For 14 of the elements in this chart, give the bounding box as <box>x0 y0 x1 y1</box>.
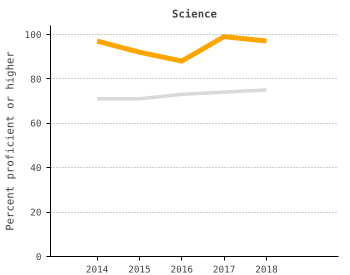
x-tick-label: 2017 <box>212 264 236 275</box>
chart-title: Science <box>172 8 217 20</box>
y-tick-label: 0 <box>36 252 42 263</box>
x-tick-label: 2018 <box>255 264 278 275</box>
y-axis-title: Percent proficient or higher <box>4 50 17 231</box>
y-tick-label: 40 <box>30 163 42 174</box>
line-series <box>95 88 268 101</box>
y-tick-label: 100 <box>24 30 42 41</box>
y-tick-label: 60 <box>30 118 42 130</box>
x-tick-label: 2016 <box>170 264 194 275</box>
y-tick-label: 80 <box>30 74 42 86</box>
y-tick-label: 20 <box>30 208 42 219</box>
x-tick-label: 2015 <box>128 264 151 275</box>
x-tick-label: 2014 <box>86 264 109 275</box>
